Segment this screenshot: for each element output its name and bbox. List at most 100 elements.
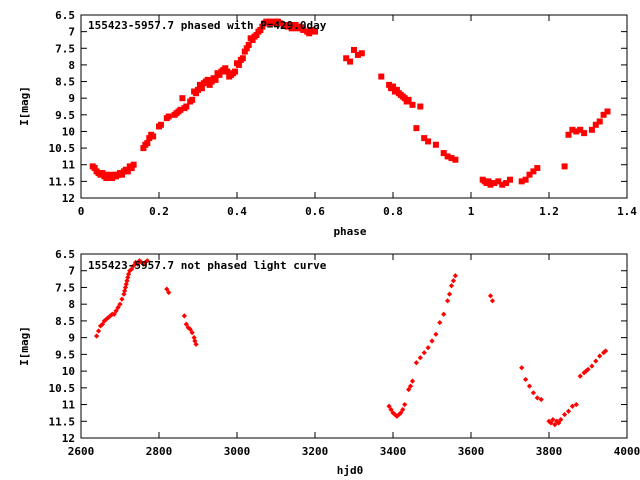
data-point (224, 68, 231, 75)
data-point (195, 86, 201, 93)
x-axis-label: phase (333, 225, 366, 238)
data-point (123, 281, 129, 287)
y-tick-label: 8 (68, 59, 75, 72)
data-point (347, 58, 354, 65)
y-tick-label: 7 (68, 265, 75, 278)
data-point (164, 286, 170, 292)
data-point (208, 78, 215, 85)
data-point (249, 36, 256, 43)
data-point (103, 316, 109, 322)
data-point (569, 126, 576, 133)
data-point (562, 411, 568, 418)
data-point (115, 304, 121, 311)
x-tick-label: 2800 (146, 445, 173, 458)
data-point (393, 86, 400, 93)
data-point (183, 321, 189, 327)
y-tick-label: 11.5 (49, 175, 76, 188)
data-point (448, 283, 455, 289)
data-point (101, 318, 107, 324)
data-point (546, 418, 552, 424)
x-tick-label: 3400 (380, 445, 407, 458)
data-point (583, 368, 589, 374)
data-point (433, 331, 439, 337)
data-point (452, 156, 459, 163)
x-tick-label: 3800 (536, 445, 563, 458)
data-point (602, 348, 609, 354)
data-point (128, 165, 135, 172)
data-point (99, 170, 106, 177)
data-point (125, 274, 131, 281)
data-point (530, 168, 537, 175)
data-point (565, 408, 572, 414)
data-point (124, 168, 131, 175)
y-axis-label: I[mag] (18, 86, 31, 126)
y-axis-label: I[mag] (18, 326, 31, 366)
data-point (103, 175, 110, 182)
data-point (276, 20, 283, 27)
data-point (292, 21, 299, 28)
data-point (198, 85, 205, 92)
data-point (437, 319, 443, 326)
data-point (235, 61, 242, 68)
data-point (191, 335, 197, 341)
data-point (526, 383, 533, 389)
data-point (181, 313, 187, 319)
y-tick-label: 10 (62, 365, 75, 378)
data-point (487, 181, 494, 188)
data-point (392, 411, 398, 418)
data-point (183, 103, 190, 110)
data-point (388, 406, 394, 413)
data-point (166, 289, 172, 296)
data-point (448, 155, 455, 162)
data-point (581, 370, 587, 376)
data-point (588, 126, 595, 133)
data-point (518, 178, 525, 185)
y-tick-label: 7.5 (55, 281, 75, 294)
data-point (131, 263, 137, 269)
data-point (441, 311, 447, 317)
data-point (534, 165, 541, 172)
data-point (146, 135, 153, 142)
data-point (445, 298, 451, 304)
data-point (343, 55, 350, 62)
data-point (165, 113, 172, 120)
data-point (127, 268, 133, 274)
data-point (177, 106, 184, 113)
chart-title: 155423-5957.7 phased with P=429.0day (88, 19, 327, 32)
data-point (592, 121, 599, 128)
data-point (440, 150, 447, 157)
data-point (526, 171, 533, 178)
y-tick-label: 10 (62, 125, 75, 138)
data-point (573, 128, 580, 135)
data-point (561, 163, 568, 170)
data-point (589, 363, 595, 369)
y-tick-label: 8.5 (55, 315, 75, 328)
data-point (206, 81, 213, 88)
data-point (523, 376, 529, 383)
data-point (117, 301, 123, 307)
data-point (394, 413, 400, 419)
data-points (94, 258, 609, 428)
data-point (452, 273, 458, 279)
data-point (581, 130, 588, 137)
data-point (485, 178, 492, 185)
data-point (398, 410, 404, 416)
data-point (565, 131, 572, 138)
data-point (122, 284, 129, 291)
data-point (429, 338, 435, 344)
x-tick-label: 1.4 (617, 205, 637, 218)
x-tick-label: 3600 (458, 445, 485, 458)
y-tick-label: 12 (62, 432, 75, 445)
data-point (406, 386, 412, 393)
data-point (300, 26, 307, 33)
data-point (556, 420, 562, 426)
data-point (245, 41, 252, 48)
data-point (413, 125, 420, 132)
data-point (286, 21, 293, 28)
data-point (577, 126, 584, 133)
data-point (187, 326, 193, 332)
x-tick-label: 0.8 (383, 205, 403, 218)
data-point (97, 323, 104, 329)
data-point (196, 81, 203, 88)
data-point (232, 68, 239, 75)
